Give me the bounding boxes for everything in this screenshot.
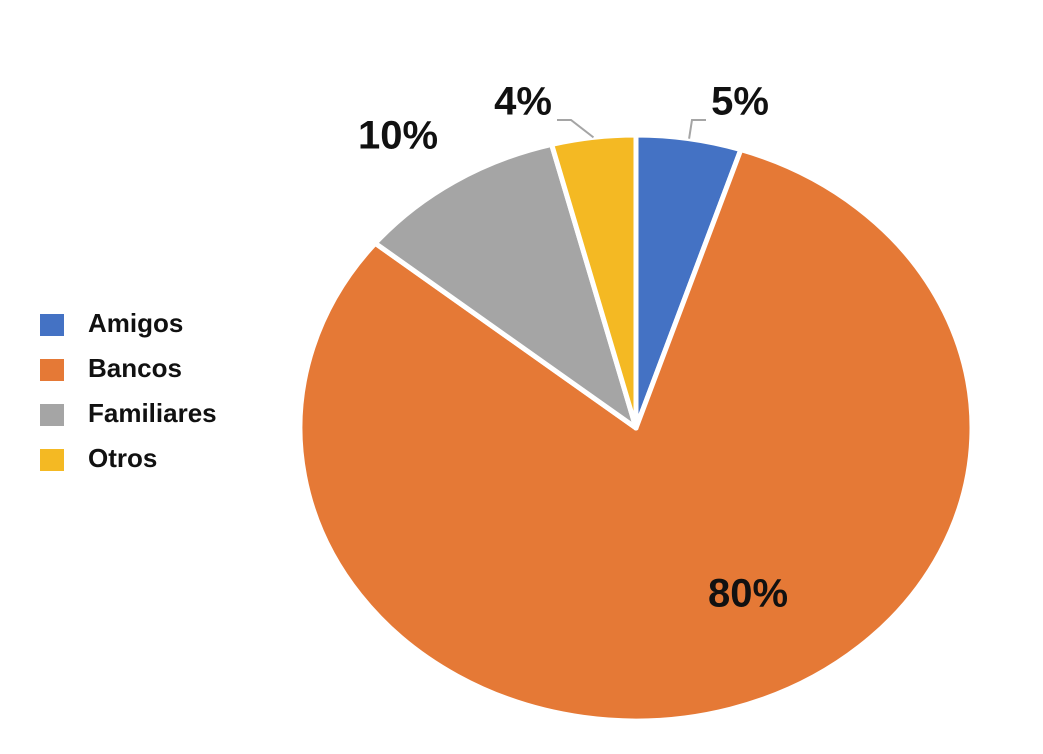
value-label: 10% (358, 114, 438, 158)
value-label: 4% (494, 80, 552, 124)
legend-label: Amigos (88, 308, 183, 338)
value-label: 80% (708, 572, 788, 616)
legend-label: Familiares (88, 398, 217, 428)
leader-line (688, 119, 706, 139)
pie-slice (297, 147, 975, 724)
legend-swatch (40, 314, 64, 336)
legend-label: Bancos (88, 353, 182, 383)
legend-swatch (40, 359, 64, 381)
leader-line (557, 119, 595, 139)
legend-label: Otros (88, 443, 157, 473)
legend-swatch (40, 404, 64, 426)
value-label: 5% (711, 80, 769, 124)
legend-swatch (40, 449, 64, 471)
